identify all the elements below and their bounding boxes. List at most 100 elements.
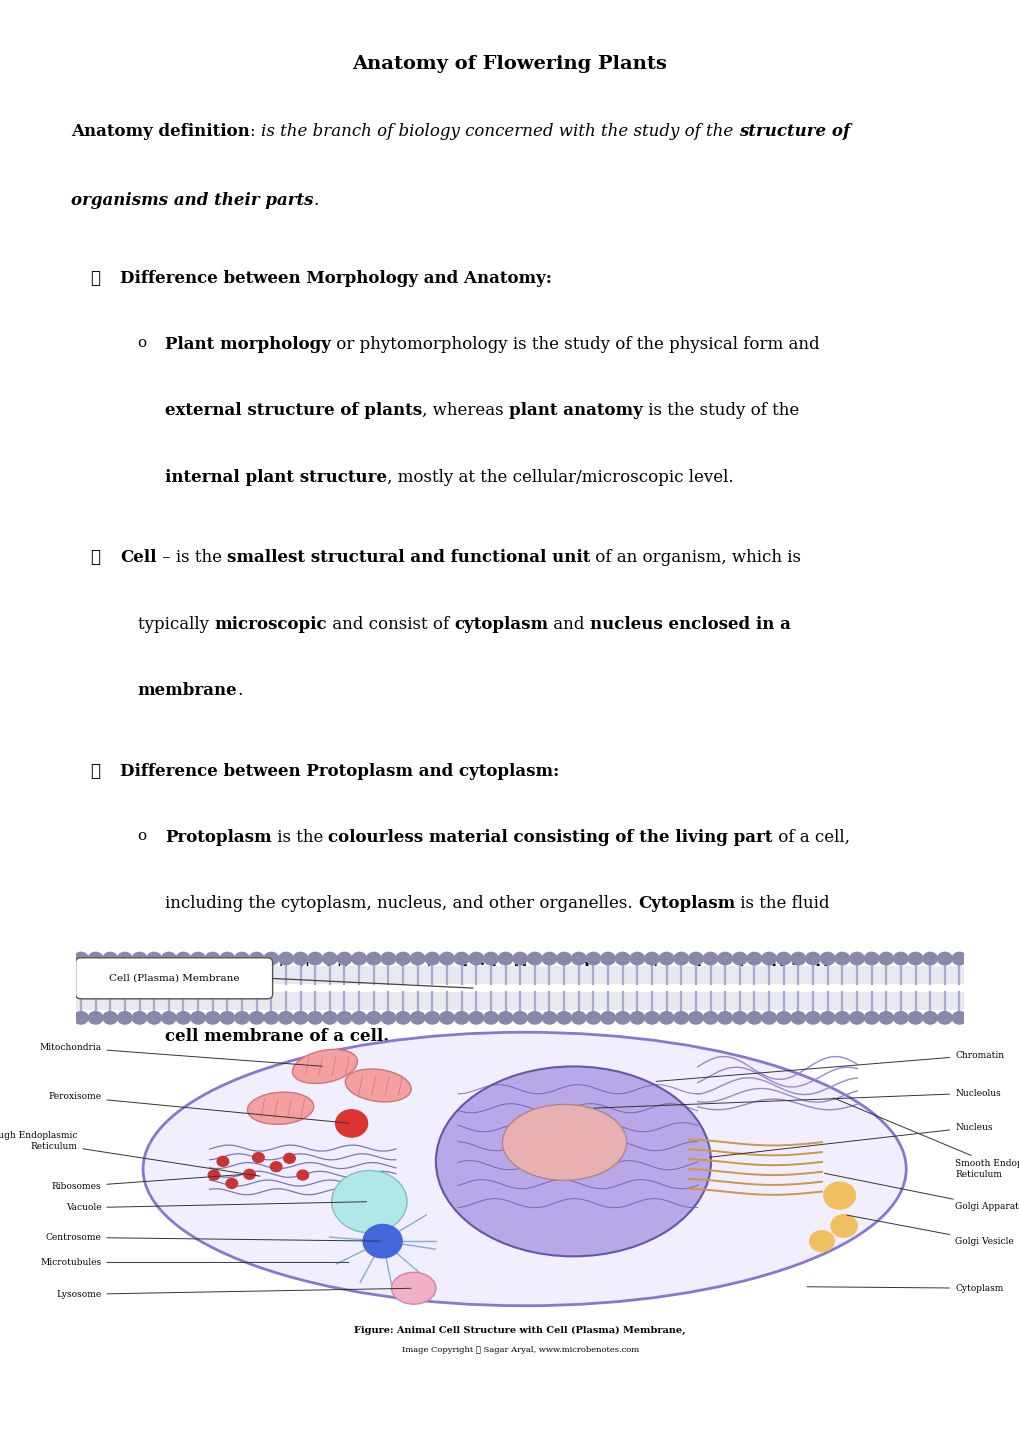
Text: Cell: Cell xyxy=(120,549,157,567)
Circle shape xyxy=(249,952,264,965)
Text: internal plant structure: internal plant structure xyxy=(165,469,387,486)
Circle shape xyxy=(878,1012,893,1024)
Text: Vacuole: Vacuole xyxy=(65,1201,366,1213)
Circle shape xyxy=(556,952,571,965)
Text: is the branch of biology concerned with the study of the: is the branch of biology concerned with … xyxy=(261,123,738,140)
Circle shape xyxy=(498,952,513,965)
Text: Chromatin: Chromatin xyxy=(655,1051,1003,1082)
Circle shape xyxy=(674,952,688,965)
Circle shape xyxy=(805,1012,819,1024)
Ellipse shape xyxy=(331,1171,407,1233)
Circle shape xyxy=(205,1012,220,1024)
Text: plant anatomy: plant anatomy xyxy=(508,402,642,420)
Circle shape xyxy=(936,1012,951,1024)
Text: is the: is the xyxy=(272,829,328,846)
Circle shape xyxy=(283,1154,294,1164)
Text: and: and xyxy=(547,616,589,633)
Text: ✓: ✓ xyxy=(90,549,100,567)
Text: o: o xyxy=(138,829,147,844)
Circle shape xyxy=(483,1012,497,1024)
Circle shape xyxy=(234,952,249,965)
Circle shape xyxy=(674,1012,688,1024)
Circle shape xyxy=(220,1012,234,1024)
Circle shape xyxy=(425,952,439,965)
Text: Lysosome: Lysosome xyxy=(56,1288,411,1299)
Text: Rough Endoplasmic
Reticulum: Rough Endoplasmic Reticulum xyxy=(0,1131,260,1177)
Circle shape xyxy=(805,952,819,965)
Text: Protoplasm: Protoplasm xyxy=(165,829,272,846)
Circle shape xyxy=(936,952,951,965)
Circle shape xyxy=(176,1012,191,1024)
Circle shape xyxy=(922,1012,936,1024)
Circle shape xyxy=(893,1012,907,1024)
Circle shape xyxy=(614,952,630,965)
Circle shape xyxy=(819,952,835,965)
Text: is the study of the: is the study of the xyxy=(642,402,799,420)
Circle shape xyxy=(73,1012,88,1024)
Circle shape xyxy=(542,1012,556,1024)
Circle shape xyxy=(337,952,352,965)
Circle shape xyxy=(600,952,614,965)
Circle shape xyxy=(176,952,191,965)
Circle shape xyxy=(878,952,893,965)
Circle shape xyxy=(586,1012,600,1024)
Circle shape xyxy=(381,1012,395,1024)
Circle shape xyxy=(835,1012,849,1024)
Circle shape xyxy=(208,1169,220,1180)
Circle shape xyxy=(761,1012,775,1024)
Ellipse shape xyxy=(292,1050,357,1083)
Circle shape xyxy=(366,1012,381,1024)
Circle shape xyxy=(363,1224,401,1257)
Circle shape xyxy=(439,952,453,965)
Text: of an organism, which is: of an organism, which is xyxy=(590,549,801,567)
Circle shape xyxy=(322,952,337,965)
Circle shape xyxy=(278,1012,292,1024)
Text: membrane: membrane xyxy=(138,682,237,699)
Circle shape xyxy=(117,952,132,965)
Circle shape xyxy=(922,952,936,965)
Text: or phytomorphology is the study of the physical form and: or phytomorphology is the study of the p… xyxy=(331,336,819,353)
Text: of a cell,: of a cell, xyxy=(772,829,849,846)
Text: and: and xyxy=(622,962,662,979)
Circle shape xyxy=(117,1012,132,1024)
Text: Anatomy of Flowering Plants: Anatomy of Flowering Plants xyxy=(353,55,666,72)
Circle shape xyxy=(161,952,176,965)
Circle shape xyxy=(527,952,541,965)
Circle shape xyxy=(103,1012,117,1024)
Text: – is the: – is the xyxy=(157,549,227,567)
Circle shape xyxy=(702,1012,717,1024)
Circle shape xyxy=(270,1162,281,1172)
Circle shape xyxy=(244,1169,255,1180)
Circle shape xyxy=(469,1012,483,1024)
Circle shape xyxy=(644,1012,658,1024)
Circle shape xyxy=(161,1012,176,1024)
Circle shape xyxy=(293,1012,308,1024)
Circle shape xyxy=(863,1012,878,1024)
Circle shape xyxy=(439,1012,453,1024)
Text: cytoplasm: cytoplasm xyxy=(453,616,547,633)
Circle shape xyxy=(849,1012,863,1024)
Circle shape xyxy=(191,952,205,965)
Text: Plant morphology: Plant morphology xyxy=(165,336,331,353)
Circle shape xyxy=(658,952,674,965)
Circle shape xyxy=(717,952,732,965)
Text: , mostly at the cellular/microscopic level.: , mostly at the cellular/microscopic lev… xyxy=(387,469,733,486)
Circle shape xyxy=(322,1012,337,1024)
Circle shape xyxy=(147,952,161,965)
Text: Mitochondria: Mitochondria xyxy=(39,1043,322,1066)
Circle shape xyxy=(717,1012,732,1024)
Circle shape xyxy=(630,952,644,965)
Circle shape xyxy=(337,1012,352,1024)
Ellipse shape xyxy=(391,1272,435,1304)
Text: Cell (Plasma) Membrane: Cell (Plasma) Membrane xyxy=(109,973,239,983)
Circle shape xyxy=(907,952,922,965)
Circle shape xyxy=(600,1012,614,1024)
Circle shape xyxy=(775,952,791,965)
Text: o: o xyxy=(138,336,147,350)
Circle shape xyxy=(89,1012,103,1024)
Circle shape xyxy=(732,952,746,965)
Circle shape xyxy=(483,952,497,965)
Circle shape xyxy=(791,952,805,965)
Text: Golgi Apparatus: Golgi Apparatus xyxy=(823,1174,1019,1211)
Circle shape xyxy=(775,1012,791,1024)
